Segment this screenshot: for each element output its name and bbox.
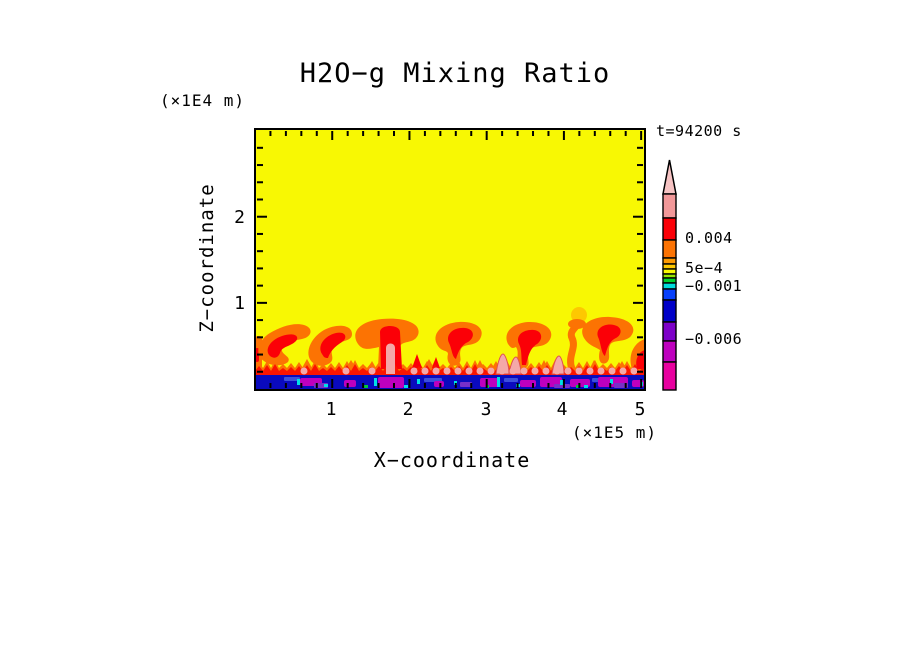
colorbar <box>662 159 677 391</box>
x-tick-label: 2 <box>402 399 414 420</box>
x-tick-label: 5 <box>634 399 646 420</box>
plume-core <box>448 327 473 359</box>
plume-core <box>320 332 346 358</box>
page-title: H2O−g Mixing Ratio <box>299 58 611 89</box>
z-tick-label: 2 <box>234 207 245 228</box>
plume-cap <box>568 319 586 329</box>
z-axis-title: Z−coordinate <box>196 183 218 333</box>
pink-surface-features <box>300 343 638 375</box>
colorbar-arrow <box>662 159 677 195</box>
plume-core <box>518 329 542 365</box>
plot-frame <box>254 128 646 391</box>
x-axis-title: X−coordinate <box>373 448 531 472</box>
colorbar-level-label: −0.006 <box>685 330 743 348</box>
convective-plumes <box>255 307 645 373</box>
x-axis-unit-label: (×1E5 m) <box>571 423 657 442</box>
colorbar-level-label: 5e−4 <box>685 259 724 277</box>
x-tick-label: 1 <box>325 399 337 420</box>
z-tick-label: 1 <box>234 293 245 314</box>
x-tick-label: 4 <box>556 399 568 420</box>
colorbar-level-label: 0.004 <box>685 229 733 247</box>
plume-gold-tip <box>571 307 587 323</box>
plume-core <box>597 324 621 356</box>
axis-ticks <box>257 131 643 388</box>
colorbar-segments <box>662 193 677 391</box>
time-label: t=94200 s <box>656 122 742 140</box>
x-tick-label: 3 <box>480 399 492 420</box>
plume-core <box>267 334 298 358</box>
z-axis-unit-label: (×1E4 m) <box>160 91 246 110</box>
colorbar-level-label: −0.001 <box>685 277 743 295</box>
surface-red-spires <box>412 354 440 368</box>
heatmap-plot <box>254 128 646 391</box>
